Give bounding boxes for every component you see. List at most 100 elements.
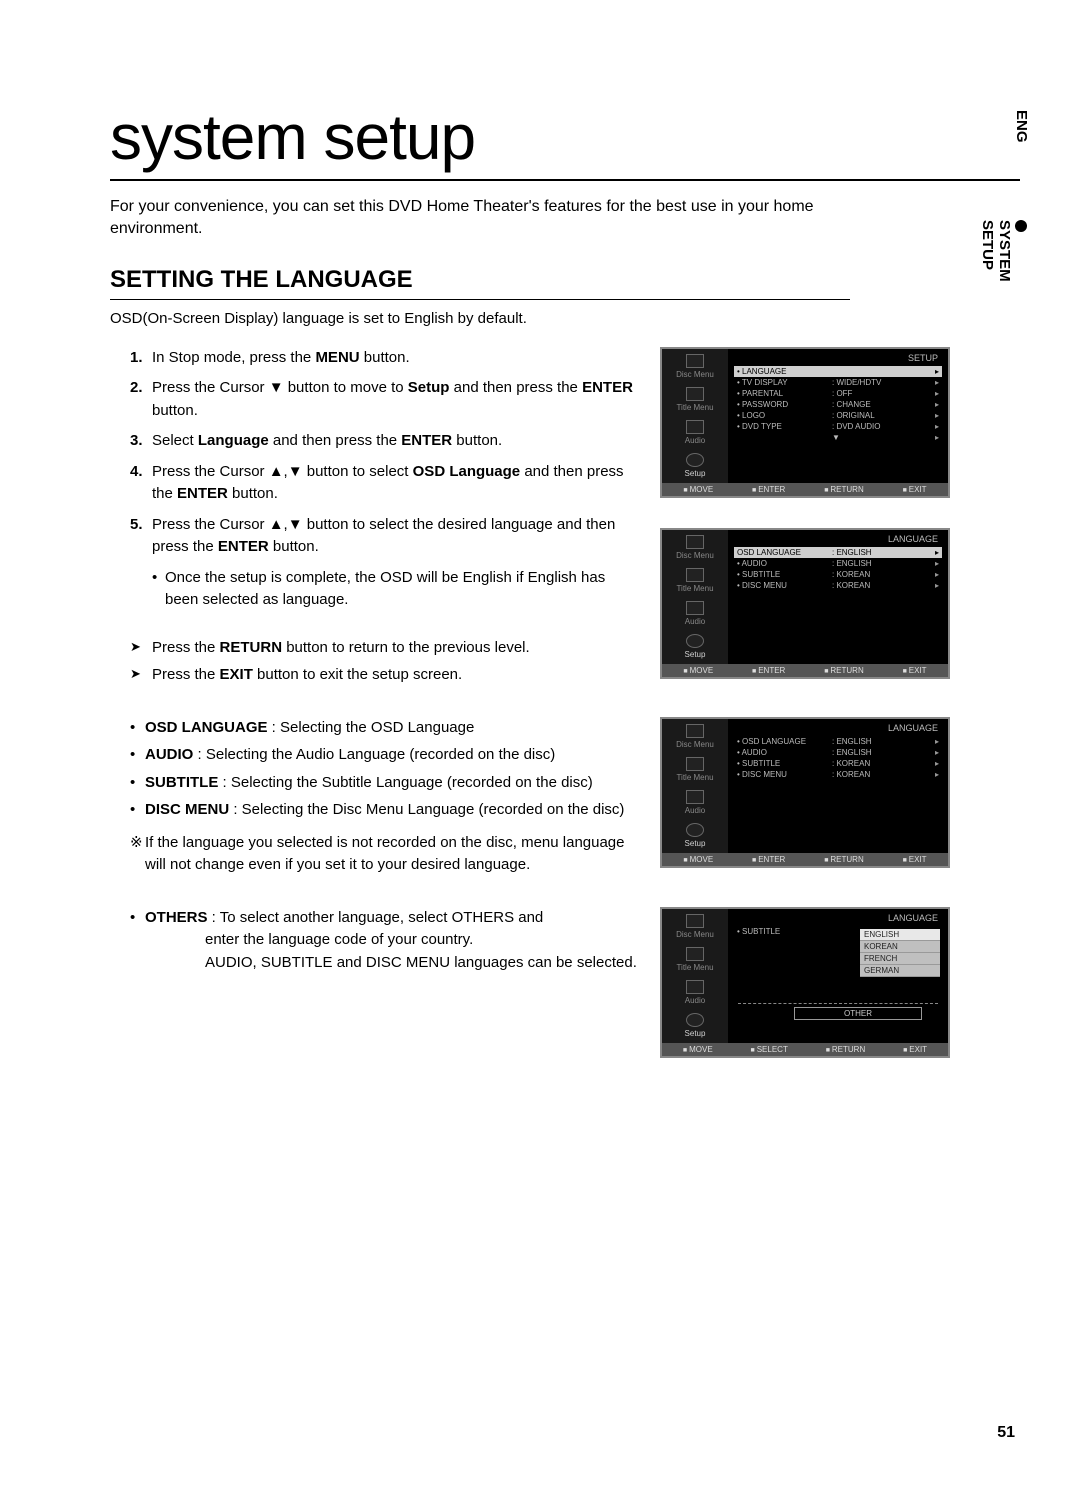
screen4-left-item: • SUBTITLE bbox=[737, 927, 832, 936]
osd-row-label: • DVD TYPE bbox=[737, 422, 832, 431]
osd-row-label: OSD LANGUAGE bbox=[737, 548, 832, 557]
section-heading: SETTING THE LANGUAGE bbox=[110, 266, 850, 300]
others-line2: enter the language code of your country. bbox=[110, 929, 640, 952]
osd-row-value: ▼ bbox=[832, 433, 935, 442]
osd-sidebar-icon bbox=[686, 947, 704, 961]
step-text: Select Language and then press the ENTER… bbox=[152, 432, 502, 449]
osd-sidebar-label: Audio bbox=[685, 806, 705, 815]
osd-sidebar-icon bbox=[686, 724, 704, 738]
setup-screen-3: Disc MenuTitle MenuAudioSetup LANGUAGE •… bbox=[660, 717, 950, 868]
step-item: 4. Press the Cursor ▲,▼ button to select … bbox=[130, 461, 640, 506]
osd-sidebar-icon bbox=[686, 453, 704, 467]
osd-menu-row: • DISC MENU: KOREAN▸ bbox=[734, 769, 942, 780]
arrow-note: Press the RETURN button to return to the… bbox=[110, 637, 640, 660]
page-number: 51 bbox=[997, 1424, 1015, 1442]
dotted-divider bbox=[738, 994, 938, 1004]
osd-footer-hint: EXIT bbox=[903, 855, 927, 864]
osd-menu-row: • DISC MENU: KOREAN▸ bbox=[734, 580, 942, 591]
osd-footer-hint: MOVE bbox=[683, 1045, 713, 1054]
osd-row-value: : WIDE/HDTV bbox=[832, 378, 935, 387]
osd-sidebar-label: Title Menu bbox=[676, 584, 713, 593]
osd-sidebar-label: Disc Menu bbox=[676, 740, 714, 749]
osd-row-label: • LOGO bbox=[737, 411, 832, 420]
chevron-right-icon: ▸ bbox=[935, 559, 939, 568]
setup-screen-1: Disc MenuTitle MenuAudioSetup SETUP • LA… bbox=[660, 347, 950, 498]
step-number: 1. bbox=[130, 347, 143, 370]
others-label: OTHERS bbox=[145, 909, 208, 926]
osd-sidebar-icon bbox=[686, 823, 704, 837]
step-text: Press the Cursor ▼ button to move to Set… bbox=[152, 379, 633, 419]
chevron-right-icon: ▸ bbox=[935, 400, 939, 409]
osd-sidebar-icon bbox=[686, 535, 704, 549]
osd-footer-hint: ENTER bbox=[752, 666, 785, 675]
dropdown-option: ENGLISH bbox=[860, 929, 940, 941]
osd-sidebar-item: Setup bbox=[665, 634, 725, 659]
others-block: OTHERS : To select another language, sel… bbox=[110, 907, 640, 930]
chevron-right-icon: ▸ bbox=[935, 759, 939, 768]
osd-sidebar-item: Audio bbox=[665, 420, 725, 445]
osd-row-label: • SUBTITLE bbox=[737, 570, 832, 579]
osd-footer-hint: RETURN bbox=[824, 855, 864, 864]
osd-menu-row: • SUBTITLE: KOREAN▸ bbox=[734, 569, 942, 580]
section-subtitle: OSD(On-Screen Display) language is set t… bbox=[110, 310, 1020, 327]
osd-row-label: • DISC MENU bbox=[737, 581, 832, 590]
osd-sidebar-item: Setup bbox=[665, 453, 725, 478]
osd-row-label: • SUBTITLE bbox=[737, 759, 832, 768]
osd-sidebar-label: Title Menu bbox=[676, 773, 713, 782]
osd-sidebar-item: Audio bbox=[665, 980, 725, 1005]
osd-sidebar-item: Title Menu bbox=[665, 947, 725, 972]
osd-sidebar-label: Disc Menu bbox=[676, 370, 714, 379]
osd-sidebar-label: Setup bbox=[685, 1029, 706, 1038]
osd-sidebar-label: Disc Menu bbox=[676, 930, 714, 939]
osd-footer-hint: RETURN bbox=[824, 666, 864, 675]
osd-sidebar-item: Audio bbox=[665, 601, 725, 626]
screen2-header: LANGUAGE bbox=[734, 534, 942, 544]
osd-menu-row: • TV DISPLAY: WIDE/HDTV▸ bbox=[734, 377, 942, 388]
step-number: 2. bbox=[130, 377, 143, 400]
osd-sidebar-icon bbox=[686, 568, 704, 582]
osd-sidebar-label: Title Menu bbox=[676, 403, 713, 412]
osd-sidebar-item: Disc Menu bbox=[665, 535, 725, 560]
dropdown-option: GERMAN bbox=[860, 965, 940, 977]
osd-sidebar-label: Audio bbox=[685, 436, 705, 445]
osd-row-value: : ENGLISH bbox=[832, 748, 935, 757]
osd-menu-row: • OSD LANGUAGE: ENGLISH▸ bbox=[734, 736, 942, 747]
note-mark-icon: ※ bbox=[130, 832, 143, 855]
osd-footer-hint: RETURN bbox=[824, 485, 864, 494]
others-line3: AUDIO, SUBTITLE and DISC MENU languages … bbox=[110, 952, 640, 975]
osd-sidebar-icon bbox=[686, 914, 704, 928]
osd-footer-hint: MOVE bbox=[683, 666, 713, 675]
setup-screen-2: Disc Menu Title Menu Audio Setup LANGUAGE O… bbox=[660, 528, 950, 679]
step-item: 5.Press the Cursor ▲,▼ button to select … bbox=[130, 514, 640, 559]
osd-row-label: • AUDIO bbox=[737, 748, 832, 757]
osd-sidebar-icon bbox=[686, 757, 704, 771]
osd-row-value: : ENGLISH bbox=[832, 559, 935, 568]
step-item: 1.In Stop mode, press the MENU button. bbox=[130, 347, 640, 370]
section-tab-label: SYSTEM SETUP bbox=[979, 220, 1013, 282]
osd-sidebar-icon bbox=[686, 387, 704, 401]
osd-row-label: • OSD LANGUAGE bbox=[737, 737, 832, 746]
osd-sidebar-item: Setup bbox=[665, 1013, 725, 1038]
osd-row-label: • TV DISPLAY bbox=[737, 378, 832, 387]
tab-dot-icon bbox=[1015, 220, 1027, 232]
osd-sidebar-label: Audio bbox=[685, 996, 705, 1005]
chevron-right-icon: ▸ bbox=[935, 367, 939, 376]
osd-menu-row: OSD LANGUAGE: ENGLISH▸ bbox=[734, 547, 942, 558]
step-number: 4. bbox=[130, 461, 143, 484]
osd-row-label: • DISC MENU bbox=[737, 770, 832, 779]
option-item: AUDIO : Selecting the Audio Language (re… bbox=[130, 744, 640, 767]
osd-sidebar-icon bbox=[686, 980, 704, 994]
arrow-note: Press the EXIT button to exit the setup … bbox=[110, 664, 640, 687]
osd-footer-hint: MOVE bbox=[683, 485, 713, 494]
step-text: Press the Cursor ▲,▼ button to select OS… bbox=[152, 463, 624, 503]
osd-row-value: : DVD AUDIO bbox=[832, 422, 935, 431]
osd-footer-hint: RETURN bbox=[826, 1045, 866, 1054]
osd-menu-row: • SUBTITLE: KOREAN▸ bbox=[734, 758, 942, 769]
osd-row-value: : KOREAN bbox=[832, 770, 935, 779]
chevron-right-icon: ▸ bbox=[935, 748, 939, 757]
step5-sub-note: Once the setup is complete, the OSD will… bbox=[110, 567, 640, 612]
screen4-header: LANGUAGE bbox=[734, 913, 942, 923]
osd-sidebar-item: Setup bbox=[665, 823, 725, 848]
osd-menu-row: • PARENTAL: OFF▸ bbox=[734, 388, 942, 399]
osd-sidebar-icon bbox=[686, 1013, 704, 1027]
